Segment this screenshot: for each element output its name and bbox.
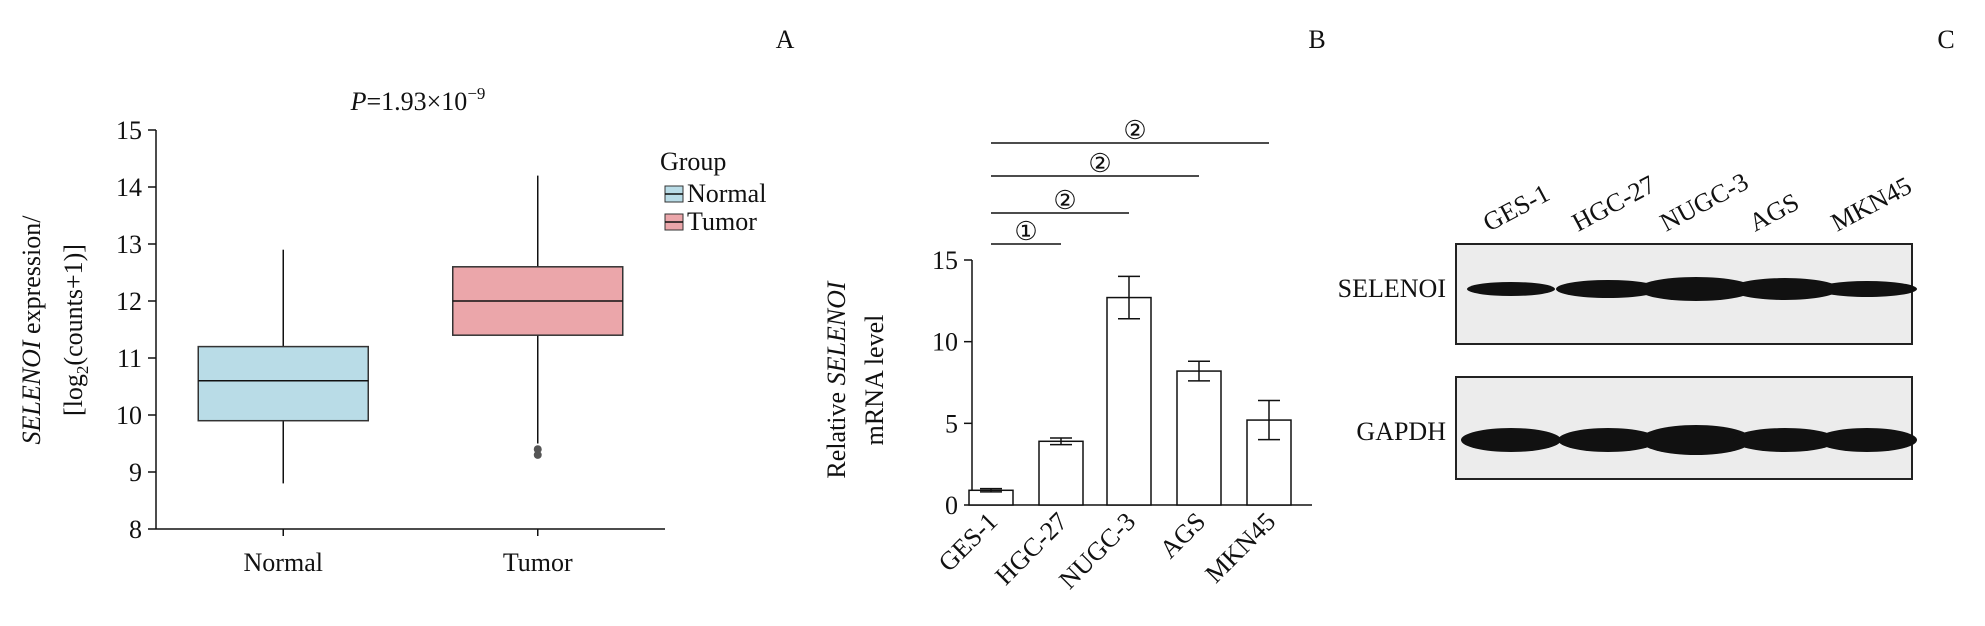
label-part: (counts+1)]: [59, 244, 88, 366]
error-bar: [1050, 437, 1072, 446]
y-axis-label: mRNA level: [860, 315, 889, 446]
lane-label: MKN45: [1826, 171, 1916, 237]
y-tick-label: 11: [117, 344, 142, 373]
outlier: [533, 450, 542, 459]
y-tick-label: 9: [129, 458, 142, 487]
y-tick-label: 15: [932, 246, 958, 275]
panel-label: B: [1308, 25, 1325, 54]
outlier: [533, 445, 542, 454]
y-tick-label: 10: [116, 401, 142, 430]
label-part: [log: [59, 374, 88, 416]
label-part: 2: [73, 366, 92, 375]
title-part: =1.93×10: [366, 87, 467, 116]
y-tick-label: 15: [116, 116, 142, 145]
significance-label: ①: [1014, 217, 1037, 246]
title-part: −9: [467, 84, 485, 103]
error-bar: [1118, 275, 1140, 320]
legend-label: Normal: [687, 179, 766, 208]
lane-label: NUGC-3: [1655, 167, 1753, 237]
y-tick-label: 10: [932, 328, 958, 357]
bar: [1038, 440, 1084, 506]
y-tick-label: 5: [945, 409, 958, 438]
error-bar: [1188, 360, 1210, 382]
y-tick-label: 0: [945, 491, 958, 520]
y-axis-label: Relative SELENOI: [822, 280, 851, 478]
panel-label: A: [776, 25, 795, 54]
y-tick-label: 13: [116, 230, 142, 259]
box: [197, 345, 369, 422]
bar: [1106, 296, 1152, 506]
title-part: P: [350, 87, 367, 116]
band: [1817, 281, 1917, 297]
significance-label: ②: [1053, 186, 1076, 215]
band: [1461, 428, 1561, 452]
x-tick-label: Tumor: [503, 548, 573, 577]
label-part: expression/: [17, 215, 46, 341]
lane-label: HGC-27: [1567, 170, 1660, 238]
x-tick-label: MKN45: [1199, 507, 1281, 589]
lane-label: GES-1: [1478, 178, 1554, 237]
lane-label: AGS: [1744, 187, 1804, 237]
error-bar: [1258, 399, 1280, 441]
chart-title: P=1.93×10−9: [350, 84, 486, 116]
y-tick-label: 14: [116, 173, 142, 202]
y-axis-label: [log2(counts+1)]: [59, 244, 92, 416]
band: [1558, 428, 1658, 452]
x-tick-label: AGS: [1154, 507, 1211, 564]
panel-label: C: [1937, 25, 1954, 54]
error-bar: [980, 487, 1002, 493]
row-label: SELENOI: [1338, 274, 1446, 303]
label-part: Relative: [822, 385, 851, 478]
row-label: GAPDH: [1356, 417, 1446, 446]
x-tick-label: NUGC-3: [1053, 507, 1141, 595]
band: [1733, 428, 1837, 452]
significance-label: ②: [1123, 116, 1146, 145]
band: [1556, 280, 1660, 298]
bar: [1176, 370, 1222, 506]
legend-label: Tumor: [687, 207, 757, 236]
y-tick-label: 12: [116, 287, 142, 316]
band: [1638, 277, 1754, 301]
y-tick-label: 8: [129, 515, 142, 544]
y-axis-label: SELENOI expression/: [17, 215, 46, 445]
band: [1817, 428, 1917, 452]
label-part: SELENOI: [822, 280, 851, 385]
band: [1731, 278, 1839, 300]
band: [1467, 282, 1555, 296]
x-tick-label: Normal: [244, 548, 323, 577]
band: [1640, 425, 1752, 455]
label-part: SELENOI: [17, 339, 46, 444]
legend-title: Group: [660, 147, 726, 176]
significance-label: ②: [1088, 149, 1111, 178]
